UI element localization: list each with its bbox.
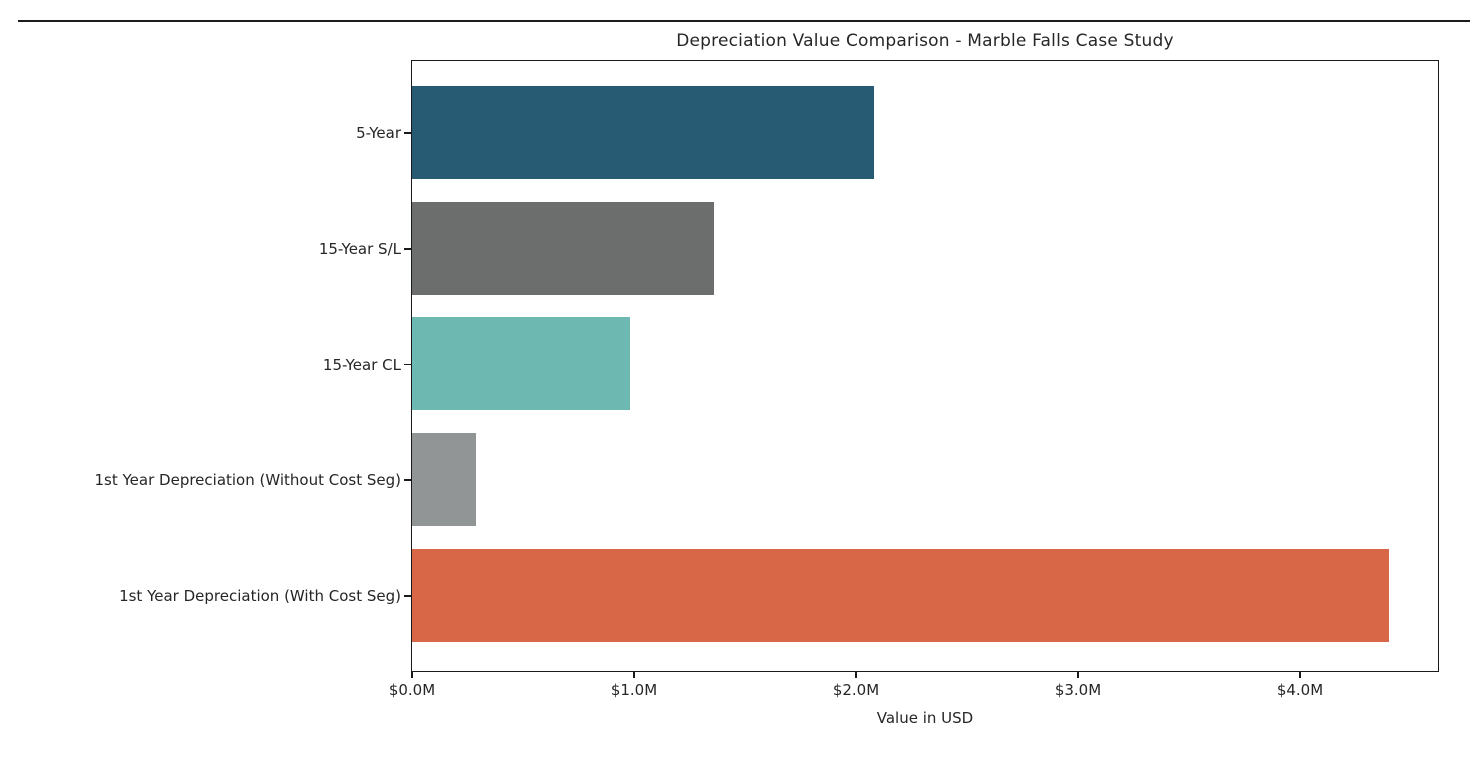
bar-15-year-cl — [412, 317, 630, 411]
x-tick-label: $4.0M — [1276, 681, 1324, 699]
x-tick-mark — [1077, 672, 1079, 678]
x-tick-label: $0.0M — [388, 681, 436, 699]
top-divider-line — [18, 20, 1470, 22]
y-tick-label: 15-Year CL — [322, 355, 401, 374]
y-tick-label: 5-Year — [356, 124, 401, 142]
x-tick-mark — [1299, 672, 1301, 678]
x-tick-label: $2.0M — [832, 681, 880, 699]
y-tick-mark — [404, 479, 411, 482]
y-tick-mark — [404, 595, 411, 597]
x-axis-title: Value in USD — [876, 709, 974, 727]
bar-1st-year-depreciation-with-cost-seg- — [412, 548, 1389, 642]
bar-1st-year-depreciation-without-cost-seg- — [412, 433, 477, 527]
x-tick-mark — [633, 672, 635, 678]
bar-15-year-s-l — [412, 201, 714, 295]
y-tick-label: 15-Year S/L — [318, 239, 401, 258]
bar-5-year — [412, 85, 874, 179]
x-tick-label: $3.0M — [1054, 681, 1102, 699]
y-tick-mark — [404, 132, 411, 134]
y-tick-mark — [404, 363, 411, 366]
x-tick-mark — [855, 672, 857, 678]
chart-title: Depreciation Value Comparison - Marble F… — [676, 31, 1174, 51]
y-tick-label: 1st Year Depreciation (Without Cost Seg) — [94, 471, 402, 490]
x-tick-mark — [411, 672, 413, 678]
y-tick-mark — [404, 247, 411, 250]
y-tick-label: 1st Year Depreciation (With Cost Seg) — [119, 587, 401, 605]
plot-area — [411, 60, 1439, 672]
x-tick-label: $1.0M — [610, 681, 658, 699]
